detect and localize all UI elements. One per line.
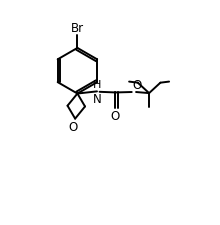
Text: O: O — [68, 121, 77, 134]
Text: Br: Br — [71, 22, 84, 35]
Text: N: N — [93, 93, 101, 106]
Text: H: H — [93, 79, 101, 89]
Text: O: O — [133, 79, 142, 92]
Text: O: O — [111, 110, 120, 123]
